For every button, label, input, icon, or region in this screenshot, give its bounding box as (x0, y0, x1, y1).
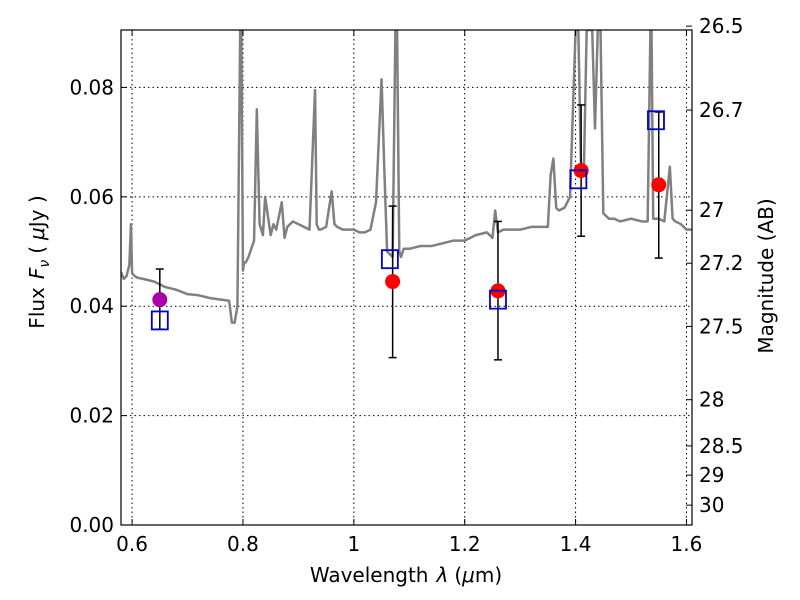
y2-tick-label: 30 (699, 493, 724, 517)
y2-tick-label: 27 (699, 198, 724, 222)
x-tick-label: 1.6 (671, 532, 703, 556)
y-tick-label: 0.08 (69, 75, 114, 99)
data-points (150, 110, 667, 331)
y-tick-label: 0.04 (69, 294, 114, 318)
x-tick-label: 0.8 (227, 532, 259, 556)
y2-axis-title: Magnitude (AB) (754, 198, 778, 353)
observed-point (385, 274, 401, 290)
y2-tick-label: 27.2 (699, 251, 744, 275)
y2-tick-label: 28 (699, 388, 724, 412)
plot-border (120, 29, 693, 526)
observed-point (152, 292, 168, 308)
model-band-square (150, 310, 169, 331)
y2-tick-label: 26.5 (699, 14, 744, 38)
x-axis-title: Wavelength λ (μm) (310, 563, 502, 587)
x-tick-label: 1 (347, 532, 360, 556)
model-spectrum-line (121, 30, 692, 324)
y2-tick-label: 27.5 (699, 314, 744, 338)
y-tick-label: 0.00 (69, 513, 114, 537)
model-band-square (569, 169, 588, 190)
y-axis-title: FluxFν(μJy ) (25, 195, 53, 328)
y2-tick-label: 28.5 (699, 434, 744, 458)
axis-ticks: 0.6 0.8 1 1.2 1.4 1.6 0.00 0.02 0.04 0.06 0.08 26.5… (69, 14, 743, 556)
model-band-square (647, 110, 665, 131)
model-spectrum (121, 30, 692, 324)
x-tick-label: 0.6 (116, 532, 148, 556)
x-tick-label: 1.2 (449, 532, 481, 556)
y2-tick-label: 29 (699, 463, 724, 487)
y-tick-label: 0.06 (69, 185, 114, 209)
y-tick-label: 0.02 (69, 404, 114, 428)
observed-point (651, 177, 667, 193)
model-band-square (489, 289, 507, 310)
y2-tick-label: 26.7 (699, 98, 744, 122)
plot-frame (120, 29, 693, 526)
x-tick-label: 1.4 (560, 532, 592, 556)
model-band-square (380, 249, 399, 270)
